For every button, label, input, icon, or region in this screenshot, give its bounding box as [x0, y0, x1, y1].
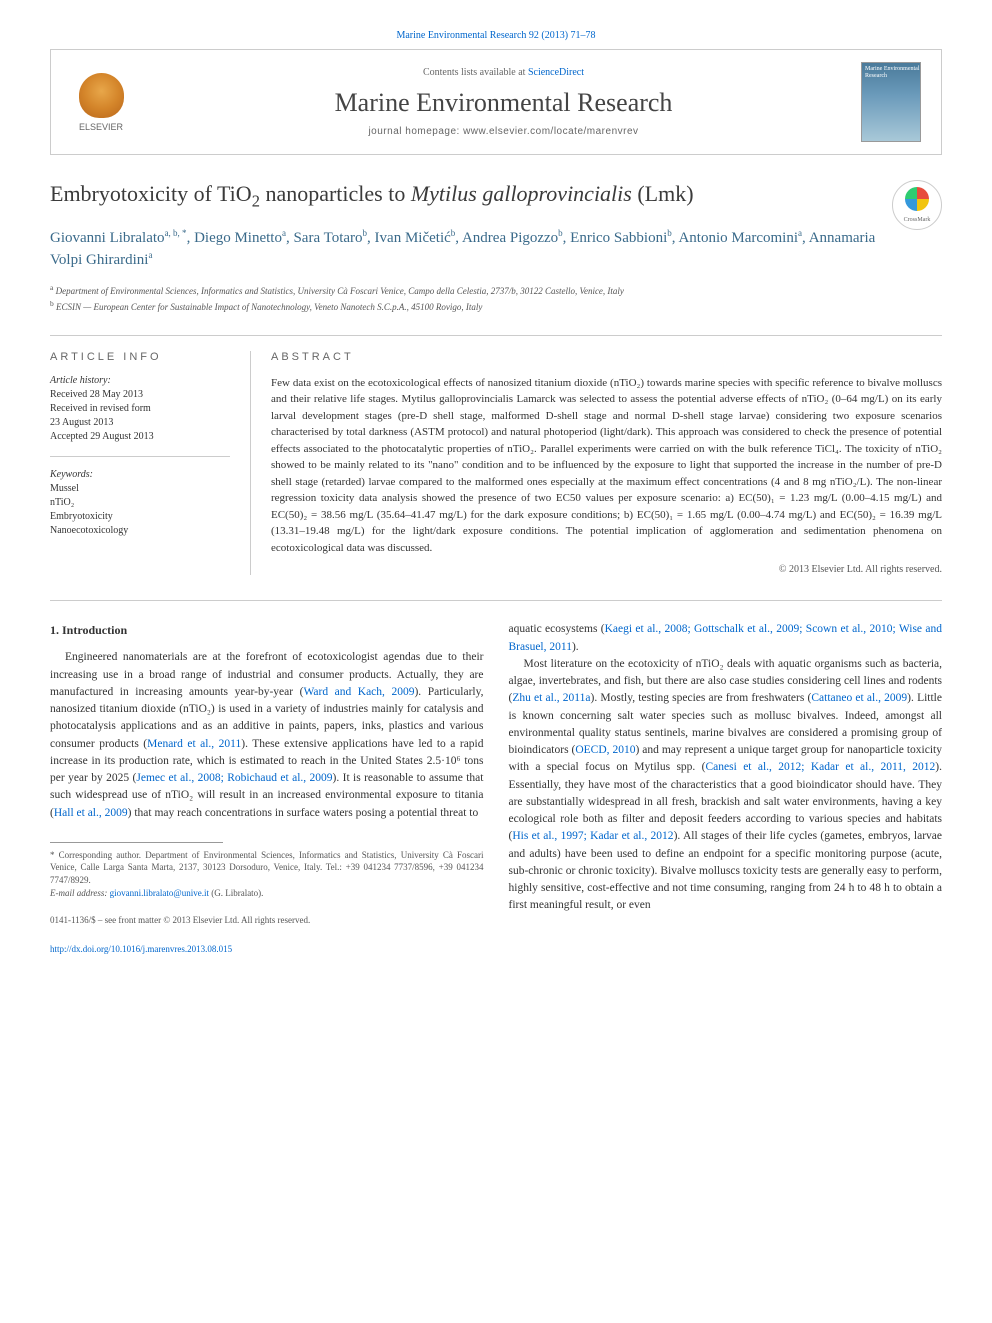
- history-item: Received in revised form: [50, 402, 230, 416]
- affiliation-list: a Department of Environmental Sciences, …: [50, 282, 942, 315]
- doi-link[interactable]: http://dx.doi.org/10.1016/j.marenvres.20…: [50, 944, 232, 954]
- keyword-item: Nanoecotoxicology: [50, 524, 230, 538]
- author[interactable]: Antonio Marcominia: [678, 230, 802, 246]
- history-item: Received 28 May 2013: [50, 388, 230, 402]
- citation-bar: Marine Environmental Research 92 (2013) …: [50, 30, 942, 41]
- abstract-label: ABSTRACT: [271, 351, 942, 363]
- journal-cover-thumb[interactable]: Marine Environmental Research: [861, 62, 921, 142]
- history-item: 23 August 2013: [50, 416, 230, 430]
- author[interactable]: Sara Totarob: [293, 230, 367, 246]
- page-container: Marine Environmental Research 92 (2013) …: [0, 0, 992, 986]
- crossmark-label: CrossMark: [904, 217, 931, 223]
- keywords-label: Keywords:: [50, 469, 230, 480]
- body-para: Engineered nanomaterials are at the fore…: [50, 649, 484, 822]
- abstract-col: ABSTRACT Few data exist on the ecotoxico…: [250, 351, 942, 576]
- body-columns: 1. Introduction Engineered nanomaterials…: [50, 600, 942, 956]
- crossmark-badge[interactable]: CrossMark: [892, 180, 942, 230]
- footer-issn: 0141-1136/$ – see front matter © 2013 El…: [50, 914, 484, 928]
- author[interactable]: Andrea Pigozzob: [462, 230, 563, 246]
- title-p3: (Lmk): [632, 181, 694, 206]
- title-sub1: 2: [252, 191, 260, 210]
- text-run: ) that may reach concentrations in surfa…: [128, 807, 479, 819]
- email-suffix: (G. Libralato).: [209, 888, 263, 898]
- body-col-left: 1. Introduction Engineered nanomaterials…: [50, 621, 484, 956]
- author[interactable]: Enrico Sabbionib: [570, 230, 672, 246]
- journal-name: Marine Environmental Research: [146, 88, 861, 118]
- keyword-item: nTiO₂: [50, 496, 230, 510]
- ref-link[interactable]: His et al., 1997; Kadar et al., 2012: [512, 830, 673, 842]
- title-p2: nanoparticles to: [260, 181, 411, 206]
- text-run: ).: [572, 641, 579, 653]
- keyword-item: Mussel: [50, 482, 230, 496]
- info-abstract-row: ARTICLE INFO Article history: Received 2…: [50, 335, 942, 576]
- journal-header: ELSEVIER Contents lists available at Sci…: [50, 49, 942, 155]
- sciencedirect-link[interactable]: ScienceDirect: [528, 67, 584, 78]
- title-italic: Mytilus galloprovincialis: [411, 181, 632, 206]
- contents-prefix: Contents lists available at: [423, 67, 528, 78]
- homepage-line: journal homepage: www.elsevier.com/locat…: [146, 126, 861, 137]
- elsevier-tree-icon: [79, 73, 124, 118]
- journal-cover-text: Marine Environmental Research: [865, 66, 920, 79]
- elsevier-logo[interactable]: ELSEVIER: [71, 67, 131, 137]
- contents-available-line: Contents lists available at ScienceDirec…: [146, 67, 861, 78]
- ref-link[interactable]: Canesi et al., 2012; Kadar et al., 2011,…: [706, 761, 936, 773]
- copyright-line: © 2013 Elsevier Ltd. All rights reserved…: [271, 564, 942, 575]
- author[interactable]: Giovanni Libralatoa, b, *: [50, 230, 187, 246]
- history-block: Article history: Received 28 May 2013Rec…: [50, 375, 230, 457]
- history-label: Article history:: [50, 375, 230, 386]
- footnote-corr: * Corresponding author. Department of En…: [50, 849, 484, 887]
- body-col-right: aquatic ecosystems (Kaegi et al., 2008; …: [509, 621, 943, 956]
- article-title: Embryotoxicity of TiO2 nanoparticles to …: [50, 180, 942, 212]
- body-para: aquatic ecosystems (Kaegi et al., 2008; …: [509, 621, 943, 656]
- footnote-separator: [50, 842, 223, 843]
- text-run: ). Mostly, testing species are from fres…: [590, 692, 811, 704]
- ref-link[interactable]: Menard et al., 2011: [147, 738, 241, 750]
- author-list: Giovanni Libralatoa, b, *, Diego Minetto…: [50, 227, 942, 272]
- article-info-label: ARTICLE INFO: [50, 351, 230, 363]
- intro-heading: 1. Introduction: [50, 621, 484, 639]
- corresponding-author-footnote: * Corresponding author. Department of En…: [50, 849, 484, 899]
- ref-link[interactable]: Zhu et al., 2011a: [512, 692, 590, 704]
- text-run: ). All stages of their life cycles (game…: [509, 830, 943, 911]
- homepage-url[interactable]: www.elsevier.com/locate/marenvrev: [463, 126, 638, 137]
- footnote-email-line: E-mail address: giovanni.libralato@unive…: [50, 887, 484, 900]
- text-run: aquatic ecosystems (: [509, 623, 605, 635]
- ref-link[interactable]: Cattaneo et al., 2009: [811, 692, 907, 704]
- elsevier-label: ELSEVIER: [79, 122, 123, 132]
- body-para: Most literature on the ecotoxicity of nT…: [509, 656, 943, 915]
- affiliation: b ECSIN — European Center for Sustainabl…: [50, 298, 942, 315]
- homepage-prefix: journal homepage:: [368, 126, 463, 137]
- article-info-col: ARTICLE INFO Article history: Received 2…: [50, 351, 250, 576]
- title-p1: Embryotoxicity of TiO: [50, 181, 252, 206]
- email-link[interactable]: giovanni.libralato@unive.it: [110, 888, 209, 898]
- ref-link[interactable]: Jemec et al., 2008; Robichaud et al., 20…: [136, 772, 332, 784]
- ref-link[interactable]: Ward and Kach, 2009: [303, 686, 414, 698]
- author[interactable]: Ivan Mičetićb: [375, 230, 456, 246]
- ref-link[interactable]: Hall et al., 2009: [54, 807, 128, 819]
- ref-link[interactable]: OECD, 2010: [575, 744, 635, 756]
- abstract-text: Few data exist on the ecotoxicological e…: [271, 375, 942, 557]
- footer-doi: http://dx.doi.org/10.1016/j.marenvres.20…: [50, 943, 484, 957]
- history-item: Accepted 29 August 2013: [50, 430, 230, 444]
- affiliation: a Department of Environmental Sciences, …: [50, 282, 942, 299]
- keyword-item: Embryotoxicity: [50, 510, 230, 524]
- header-center: Contents lists available at ScienceDirec…: [146, 67, 861, 137]
- author[interactable]: Diego Minettoa: [194, 230, 286, 246]
- email-label: E-mail address:: [50, 888, 110, 898]
